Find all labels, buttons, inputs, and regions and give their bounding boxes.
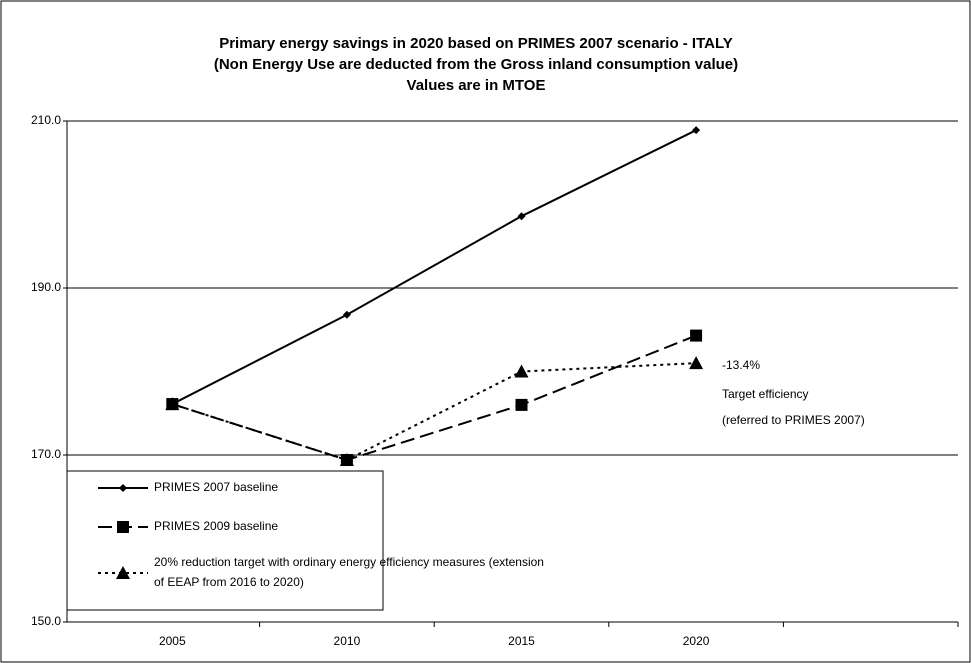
y-tick-label: 170.0 bbox=[31, 447, 61, 461]
point bbox=[515, 398, 528, 411]
legend-symbol bbox=[117, 521, 129, 533]
legend-symbol bbox=[116, 566, 130, 579]
legend-label: PRIMES 2007 baseline bbox=[154, 480, 278, 494]
series-line bbox=[171, 129, 697, 405]
legend bbox=[66, 470, 384, 611]
series-line bbox=[171, 362, 697, 462]
y-tick-label: 210.0 bbox=[31, 113, 61, 127]
point bbox=[514, 364, 529, 378]
legend-label: 20% reduction target with ordinary energ… bbox=[154, 555, 544, 589]
chart-title: Values are in MTOE bbox=[407, 77, 546, 94]
annotation: -13.4% bbox=[722, 358, 760, 372]
point bbox=[692, 126, 701, 135]
point bbox=[690, 329, 703, 342]
annotation: (referred to PRIMES 2007) bbox=[722, 413, 865, 427]
y-tick-label: 190.0 bbox=[31, 280, 61, 294]
x-tick-label: 2005 bbox=[159, 634, 186, 648]
legend-label: PRIMES 2009 baseline bbox=[154, 519, 278, 533]
point bbox=[119, 484, 127, 492]
point bbox=[689, 356, 704, 370]
point bbox=[517, 212, 526, 221]
x-tick-label: 2020 bbox=[683, 634, 710, 648]
point bbox=[116, 566, 130, 579]
x-tick-label: 2010 bbox=[334, 634, 361, 648]
chart-title: (Non Energy Use are deducted from the Gr… bbox=[214, 56, 738, 73]
point bbox=[342, 310, 351, 319]
point bbox=[165, 397, 180, 411]
x-tick-label: 2015 bbox=[508, 634, 535, 648]
legend-symbol bbox=[119, 484, 127, 492]
point bbox=[339, 453, 354, 467]
legend-label-line: of EEAP from 2016 to 2020) bbox=[154, 575, 304, 589]
legend-label-line: 20% reduction target with ordinary energ… bbox=[154, 555, 544, 569]
chart-title: Primary energy savings in 2020 based on … bbox=[219, 35, 733, 52]
point bbox=[117, 521, 129, 533]
annotation: Target efficiency bbox=[722, 387, 809, 401]
y-tick-label: 150.0 bbox=[31, 614, 61, 628]
